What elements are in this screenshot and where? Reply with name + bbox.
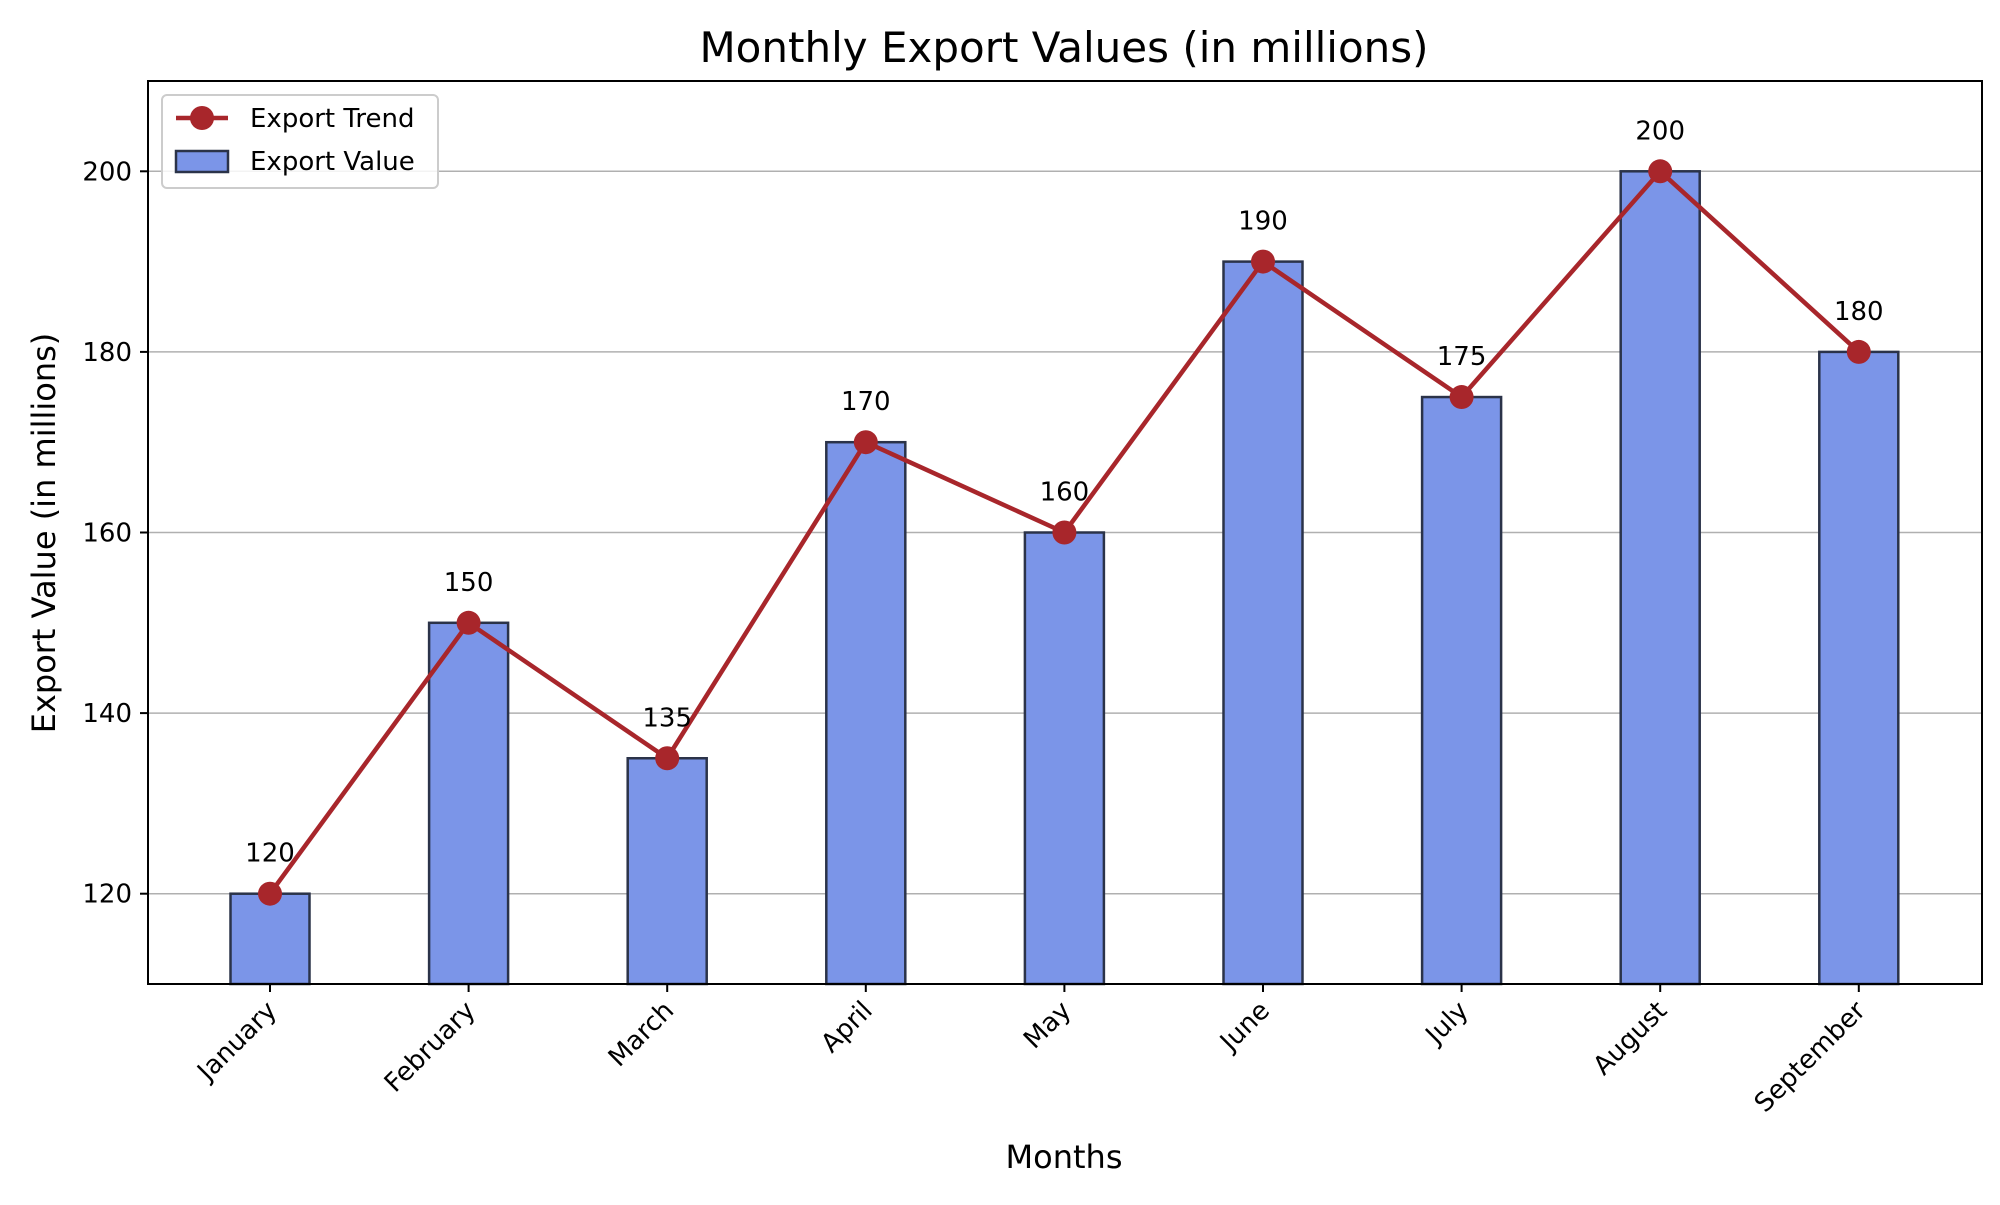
x-tick-label: September [1749,996,1872,1119]
chart-title: Monthly Export Values (in millions) [699,23,1428,72]
y-tick-label: 120 [82,880,132,910]
trend-point [1251,249,1275,274]
x-tick-label: May [1018,996,1077,1055]
trend-series [258,159,1871,906]
data-label: 175 [1437,342,1487,372]
bar [1222,260,1304,986]
trend-point [655,746,680,771]
data-label: 120 [245,839,295,869]
trend-point [1648,159,1673,184]
bar [1619,170,1701,986]
legend: Export Trend Export Value [161,94,439,189]
trend-point [1052,520,1077,545]
y-tick-label: 160 [82,519,132,549]
bar [427,621,510,986]
x-tick-label: February [379,996,482,1099]
legend-line-marker [190,106,214,130]
x-tick-label: June [1213,996,1276,1059]
y-axis-label: Export Value (in millions) [25,333,63,734]
bar [1420,395,1503,986]
x-tick-label: August [1588,996,1674,1082]
bar [1023,531,1106,986]
data-labels: 120 150 135 170 160 190 175 200 180 [245,116,1883,868]
trend-point [853,430,878,455]
x-tick-label: January [191,996,283,1088]
x-axis-label: Months [1006,1138,1123,1176]
data-label: 190 [1238,207,1288,237]
x-tick-label: March [603,996,680,1073]
data-label: 150 [444,568,494,598]
y-tick-label: 140 [82,699,132,729]
legend-box [161,94,439,189]
data-label: 180 [1834,297,1884,327]
bar [1818,350,1900,986]
legend-label-trend: Export Trend [250,104,415,134]
x-tick-label: July [1419,996,1475,1052]
bar-series [229,170,1900,986]
y-tick-label: 180 [82,338,132,368]
trend-point [1846,339,1871,364]
data-label: 160 [1040,478,1090,508]
data-label: 170 [841,387,891,417]
trend-point [1449,385,1474,410]
legend-bar-swatch [174,149,230,174]
trend-point [258,881,282,906]
data-label: 135 [642,703,692,733]
y-tick-label: 200 [82,157,132,187]
trend-point [456,610,481,635]
bar [229,892,311,986]
legend-label-value: Export Value [250,147,415,177]
bar [626,757,708,986]
x-tick-label: April [816,996,879,1059]
data-label: 200 [1635,116,1685,146]
bar [825,440,907,986]
